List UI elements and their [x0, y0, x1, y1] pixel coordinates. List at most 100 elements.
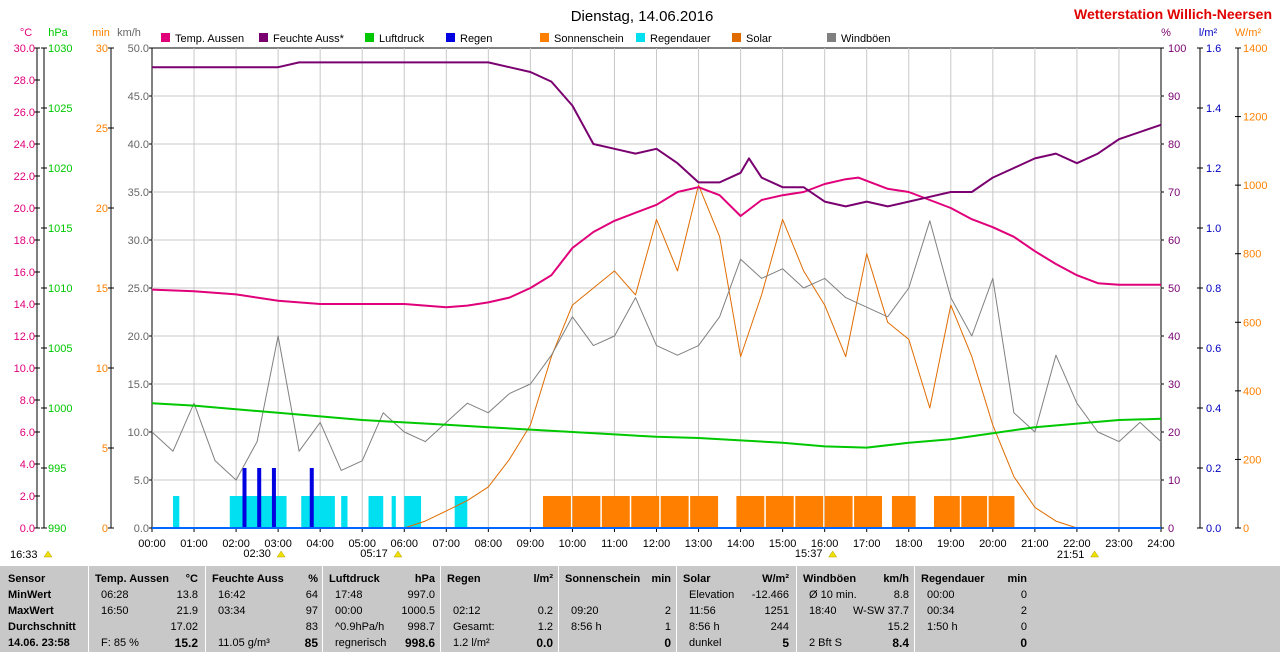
- sunshine-bar: [824, 496, 853, 528]
- wind-row: 15.2: [801, 619, 911, 635]
- press-row-value: 998.6: [404, 636, 435, 650]
- axis-tick-label: 70: [1168, 187, 1180, 199]
- sensor-row: 14.06. 23:58: [8, 635, 86, 651]
- legend-swatch: [732, 33, 741, 42]
- wind-row-value: 15.2: [887, 621, 909, 633]
- sensor-column: Sensor MinWert MaxWert Durchschnitt 14.06. 2…: [8, 566, 86, 652]
- temp-row-value: 15.2: [174, 636, 198, 650]
- solar-header-label: Solar: [683, 573, 711, 585]
- axis-tick-label: 0.0: [20, 523, 35, 535]
- axis-tick-label: 10: [96, 363, 108, 375]
- legend-swatch: [365, 33, 374, 42]
- axis-tick-label: 30: [1168, 379, 1180, 391]
- sun-row-value: 1: [664, 621, 671, 633]
- wind-row: 18:40 W-SW 37.7: [801, 603, 911, 619]
- raindur-row-value: 0: [1020, 589, 1027, 601]
- axis-tick-label: 0.8: [1206, 283, 1221, 295]
- temp-header-label: Temp. Aussen: [95, 573, 169, 585]
- wind-row-label: 2 Bft S: [809, 637, 843, 649]
- plot-area: [151, 47, 1162, 529]
- series-line: [152, 61, 1162, 208]
- marker-label: 21:51: [1057, 549, 1085, 561]
- wind-header-unit: km/h: [883, 573, 909, 585]
- series-line: [151, 220, 1162, 481]
- solar-row-value: -12.466: [751, 589, 789, 601]
- sensor-row-label: MinWert: [8, 589, 52, 601]
- axis-tick-label: 24.0: [14, 139, 35, 151]
- x-tick-label: 11:00: [601, 538, 628, 550]
- axis-tick-label: 20: [96, 203, 108, 215]
- x-tick-label: 04:00: [306, 538, 334, 550]
- x-tick-label: 21:00: [1021, 538, 1049, 550]
- temp-header-unit: °C: [185, 573, 198, 585]
- sensor-row-label: MaxWert: [8, 605, 54, 617]
- wind-row-value: 8.8: [893, 589, 909, 601]
- solar-row: 8:56 h 244: [681, 619, 791, 635]
- press-header-unit: hPa: [414, 573, 435, 585]
- sunshine-bar: [631, 496, 660, 528]
- rain-bar: [309, 468, 314, 528]
- column-separator: [558, 566, 559, 652]
- wind-row-value: 8.4: [892, 636, 909, 650]
- x-tick-label: 01:00: [180, 538, 208, 550]
- solar-column: Solar W/m² Elevation -12.466 11:56 1251 8:56 h…: [681, 566, 791, 652]
- press-row: 00:00 1000.5: [327, 603, 437, 619]
- axis-tick-label: 25.0: [128, 283, 149, 295]
- wind-column: Windböen km/h Ø 10 min. 8.8 18:40 W-SW 37.7 15…: [801, 566, 911, 652]
- temp-row: 16:50 21.9: [93, 603, 200, 619]
- axis-tick-label: 400: [1243, 386, 1261, 398]
- x-tick-label: 06:00: [390, 538, 418, 550]
- sun-row: 8:56 h 1: [563, 619, 673, 635]
- sensor-row: Durchschnitt: [8, 619, 86, 635]
- axis-tick-label: 0.4: [1206, 403, 1221, 415]
- hum-row-value: 83: [305, 621, 318, 633]
- axis-tick-label: 50: [1168, 283, 1180, 295]
- hum-row-label: 03:34: [218, 605, 246, 617]
- axis-tick-label: 1200: [1243, 112, 1267, 124]
- solar-row-value: 1251: [764, 605, 789, 617]
- axis-tick-label: 30.0: [128, 235, 149, 247]
- axis-tick-label: 1025: [48, 103, 72, 115]
- axis-tick-label: 1010: [48, 283, 72, 295]
- rain-row-label: 1.2 l/m²: [453, 637, 490, 649]
- solar-row-value: 5: [782, 636, 789, 650]
- temp-row-value: 17.02: [170, 621, 198, 633]
- axis-tick-label: 18.0: [14, 235, 35, 247]
- axis-unit-label: °C: [20, 27, 32, 39]
- axis-tick-label: 25: [96, 123, 108, 135]
- x-tick-label: 20:00: [979, 538, 1007, 550]
- hum-header-label: Feuchte Auss: [212, 573, 284, 585]
- hum-header-unit: %: [308, 573, 318, 585]
- x-tick-label: 09:00: [517, 538, 545, 550]
- wind-header: Windböen km/h: [801, 571, 911, 587]
- axis-tick-label: 50.0: [128, 43, 149, 55]
- sun-column: Sonnenschein min 09:20 2 8:56 h 1 0: [563, 566, 673, 652]
- axis-tick-label: 1.0: [1206, 223, 1221, 235]
- press-column: Luftdruck hPa 17:48 997.0 00:00 1000.5 ^0.9hPa…: [327, 566, 437, 652]
- raindur-row-label: 00:34: [927, 605, 955, 617]
- temp-row-label: 06:28: [101, 589, 129, 601]
- axis-unit-label: hPa: [48, 27, 68, 39]
- sensor-header-label: Sensor: [8, 573, 46, 585]
- axis-tick-label: 0: [102, 523, 108, 535]
- x-tick-label: 23:00: [1105, 538, 1133, 550]
- axis-tick-label: 0.0: [134, 523, 149, 535]
- x-tick-label: 08:00: [475, 538, 503, 550]
- axis-tick-label: 45.0: [128, 91, 149, 103]
- axis-tick-label: 30: [96, 43, 108, 55]
- legend-label: Regen: [460, 33, 492, 45]
- marker-triangle: [393, 550, 403, 558]
- rain-duration-bar: [404, 496, 422, 528]
- legend-label: Temp. Aussen: [175, 33, 244, 45]
- marker-label: 05:17: [360, 548, 388, 560]
- x-tick-label: 02:00: [222, 538, 250, 550]
- series-line: [152, 184, 1161, 529]
- axis-tick-label: 16.0: [14, 267, 35, 279]
- wind-row-label: 18:40: [809, 605, 837, 617]
- axis-tick-label: 40.0: [128, 139, 149, 151]
- rain-header-unit: l/m²: [533, 573, 553, 585]
- axis-tick-label: 1400: [1243, 43, 1267, 55]
- hum-row: 83: [210, 619, 320, 635]
- legend-label: Luftdruck: [379, 33, 425, 45]
- x-tick-label: 07:00: [433, 538, 461, 550]
